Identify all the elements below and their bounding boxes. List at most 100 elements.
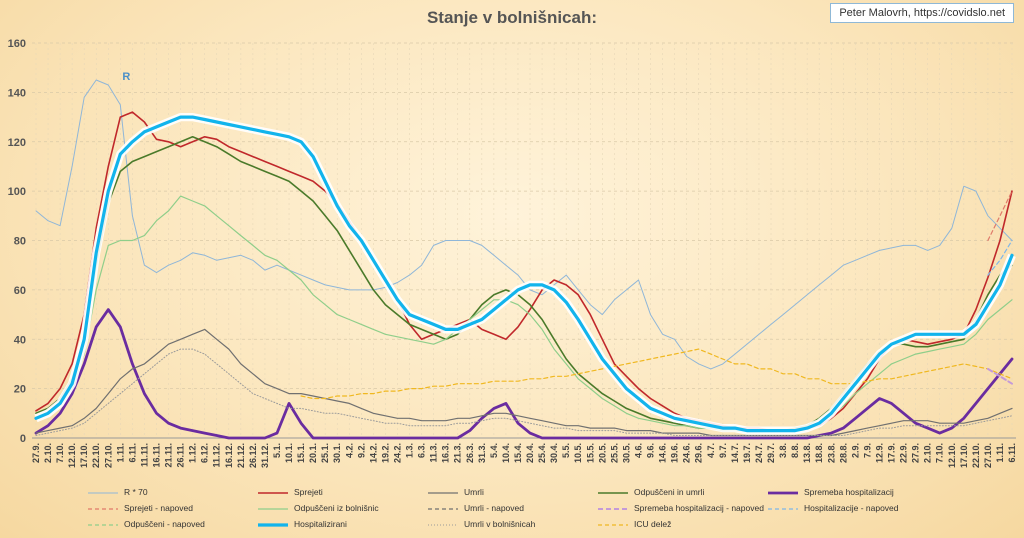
x-tick-label: 6.11. xyxy=(127,443,137,463)
x-tick-label: 19.7. xyxy=(742,443,752,463)
series-line-umrli xyxy=(35,328,1013,437)
x-tick-label: 30.4. xyxy=(549,443,559,463)
legend-swatch xyxy=(428,492,458,494)
x-tick-label: 5.4. xyxy=(489,443,499,458)
series-line-spremeba-hospitalizacij-napoved xyxy=(986,367,1013,385)
legend-swatch xyxy=(768,491,798,495)
x-tick-label: 26.3. xyxy=(465,443,475,463)
x-tick-label: 7.10. xyxy=(55,443,65,463)
x-tick-label: 24.2. xyxy=(392,443,402,463)
x-tick-label: 20.5. xyxy=(597,443,607,463)
x-tick-label: 11.12. xyxy=(212,443,222,468)
legend-label: R * 70 xyxy=(124,487,148,497)
x-tick-label: 29.6. xyxy=(694,443,704,463)
x-tick-label: 2.10. xyxy=(923,443,933,463)
x-tick-label: 27.10. xyxy=(983,443,993,468)
series-line-odpu-eni-iz-bolni-nic xyxy=(35,195,1013,432)
x-tick-label: 16.12. xyxy=(224,443,234,468)
x-tick-label: 7.9. xyxy=(862,443,872,458)
legend-swatch xyxy=(258,492,288,494)
x-tick-label: 5.5. xyxy=(561,443,571,458)
x-tick-label: 23.8. xyxy=(826,443,836,463)
series-glow-hospitalizirani xyxy=(34,113,1016,435)
x-tick-label: 11.3. xyxy=(429,443,439,463)
x-tick-label: 15.4. xyxy=(513,443,523,463)
legend-swatch xyxy=(598,508,628,510)
series-line-hospitalizacije-napoved xyxy=(987,239,1013,276)
legend-label: Odpuščeni iz bolnišnic xyxy=(294,503,379,513)
x-tick-label: 12.9. xyxy=(874,443,884,463)
x-tick-label: 20.4. xyxy=(525,443,535,463)
x-tick-label: 17.10. xyxy=(959,443,969,468)
y-tick-label: 160 xyxy=(8,38,26,50)
series-line-spremeba-hospitalizacij xyxy=(34,308,1014,440)
y-tick-label: 80 xyxy=(14,236,26,248)
x-tick-label: 1.11. xyxy=(995,443,1005,463)
x-tick-label: 22.9. xyxy=(899,443,909,463)
x-tick-label: 24.6. xyxy=(682,443,692,463)
series-line-sprejeti-napoved xyxy=(987,190,1013,242)
x-tick-label: 18.8. xyxy=(814,443,824,463)
x-tick-label: 6.11. xyxy=(1007,443,1017,463)
x-tick-label: 12.10. xyxy=(947,443,957,468)
legend-label: Umrli - napoved xyxy=(464,503,524,513)
x-tick-label: 6.3. xyxy=(417,443,427,458)
legend-swatch xyxy=(428,508,458,510)
x-tick-label: 20.1. xyxy=(308,443,318,463)
x-tick-label: 7.10. xyxy=(935,443,945,463)
x-tick-label: 5.1. xyxy=(272,443,282,458)
chart-title: Stanje v bolnišnicah: xyxy=(426,8,598,27)
x-tick-label: 10.1. xyxy=(284,443,294,463)
y-tick-label: 20 xyxy=(14,384,26,396)
credit-box[interactable]: Peter Malovrh, https://covidslo.net xyxy=(830,3,1014,23)
x-tick-label: 25.4. xyxy=(537,443,547,463)
legend-label: Odpuščeni - napoved xyxy=(124,519,205,529)
x-tick-label: 27.10. xyxy=(103,443,113,468)
r-annotation: R xyxy=(122,71,130,83)
x-tick-label: 15.1. xyxy=(296,443,306,463)
x-tick-label: 30.5. xyxy=(621,443,631,463)
x-tick-label: 2.10. xyxy=(43,443,53,463)
y-tick-label: 40 xyxy=(14,334,26,346)
series-line-umrli-v-bolni-nicah xyxy=(35,348,1013,436)
legend-swatch xyxy=(768,508,798,510)
x-tick-label: 11.11. xyxy=(139,443,149,467)
x-tick-label: 19.6. xyxy=(670,443,680,463)
x-tick-label: 1.3. xyxy=(405,443,415,458)
x-tick-label: 9.6. xyxy=(646,443,656,458)
x-tick-label: 26.12. xyxy=(248,443,258,468)
legend-label: Odpuščeni in umrli xyxy=(634,487,705,497)
series-line-r-70 xyxy=(35,79,1013,370)
x-tick-label: 6.12. xyxy=(200,443,210,463)
x-tick-label: 19.2. xyxy=(380,443,390,463)
x-tick-label: 10.4. xyxy=(501,443,511,463)
x-tick-label: 28.8. xyxy=(838,443,848,463)
x-tick-label: 17.10. xyxy=(79,443,89,468)
x-tick-label: 9.2. xyxy=(356,443,366,458)
x-tick-label: 29.7. xyxy=(766,443,776,463)
x-tick-label: 22.10. xyxy=(971,443,981,468)
x-tick-label: 12.10. xyxy=(67,443,77,468)
x-tick-label: 16.3. xyxy=(441,443,451,463)
legend-swatch xyxy=(258,508,288,510)
x-tick-label: 31.3. xyxy=(477,443,487,463)
x-tick-label: 8.8. xyxy=(790,443,800,458)
x-tick-label: 30.1. xyxy=(332,443,342,463)
legend-swatch xyxy=(428,524,458,526)
x-tick-label: 3.8. xyxy=(778,443,788,458)
legend-label: Umrli xyxy=(464,487,484,497)
x-tick-label: 27.9. xyxy=(31,443,41,463)
y-tick-label: 140 xyxy=(8,87,26,99)
x-tick-label: 25.5. xyxy=(609,443,619,463)
series-line-hospitalizirani xyxy=(34,115,1014,433)
legend-label: Hospitalizirani xyxy=(294,519,347,529)
x-tick-label: 25.1. xyxy=(320,443,330,463)
legend-label: ICU delež xyxy=(634,519,672,529)
legend-label: Sprejeti xyxy=(294,487,323,497)
x-tick-label: 17.9. xyxy=(887,443,897,463)
chart-legend: R * 70 Sprejeti Umrli Odpuščeni in umrli Spr… xyxy=(0,484,1024,538)
series-line-sprejeti xyxy=(35,111,1013,432)
x-tick-label: 15.5. xyxy=(585,443,595,463)
legend-label: Spremeba hospitalizacij xyxy=(804,487,894,497)
x-tick-label: 4.2. xyxy=(344,443,354,458)
